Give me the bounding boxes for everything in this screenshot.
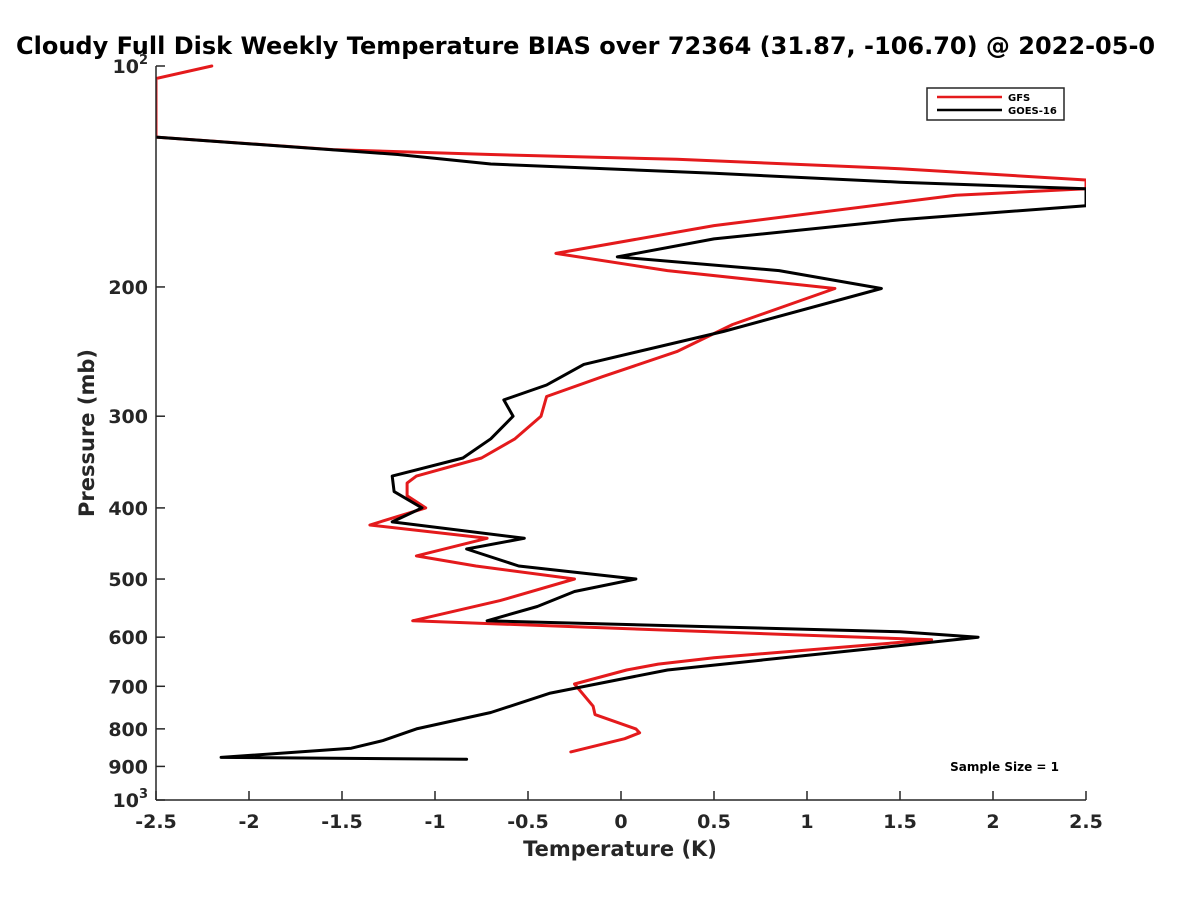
x-tick-label: -2 — [238, 811, 259, 833]
x-tick-label: 0.5 — [697, 811, 731, 833]
chart-title: Cloudy Full Disk Weekly Temperature BIAS… — [16, 32, 1155, 60]
axes-layer: -2.5 -2 -1.5 -1 -0.5 0 0.5 1 1.5 2 2.5 102 200 300 400… — [108, 53, 1103, 833]
legend: GFS GOES-16 — [926, 87, 1065, 121]
legend-box — [926, 87, 1065, 121]
x-tick-label: 1 — [800, 811, 813, 833]
series-layer — [156, 64, 1086, 761]
y-tick-label: 200 — [108, 277, 148, 299]
x-tick-label: -0.5 — [507, 811, 549, 833]
x-tick-label: -2.5 — [135, 811, 177, 833]
series-line-goes16 — [156, 135, 1086, 761]
legend-label-gfs: GFS — [1008, 93, 1030, 104]
y-tick-label: 900 — [108, 756, 148, 778]
series-line-gfs — [156, 64, 1086, 754]
y-axis-label: Pressure (mb) — [75, 349, 99, 517]
x-tick-label: 0 — [614, 811, 627, 833]
y-tick-label: 700 — [108, 676, 148, 698]
y-tick-label: 400 — [108, 498, 148, 520]
sample-size-annotation: Sample Size = 1 — [950, 760, 1059, 774]
x-tick-label: -1 — [424, 811, 445, 833]
y-tick-label: 800 — [108, 719, 148, 741]
x-tick-label: 2 — [986, 811, 999, 833]
x-tick-label: 1.5 — [883, 811, 917, 833]
y-tick-label: 103 — [113, 787, 149, 812]
y-tick-label: 500 — [108, 569, 148, 591]
y-tick-label: 102 — [113, 53, 149, 78]
x-tick-label: -1.5 — [321, 811, 363, 833]
y-tick-label: 300 — [108, 406, 148, 428]
y-tick-label: 600 — [108, 627, 148, 649]
x-tick-label: 2.5 — [1069, 811, 1103, 833]
x-axis-label: Temperature (K) — [523, 837, 717, 861]
legend-label-goes16: GOES-16 — [1008, 106, 1057, 117]
